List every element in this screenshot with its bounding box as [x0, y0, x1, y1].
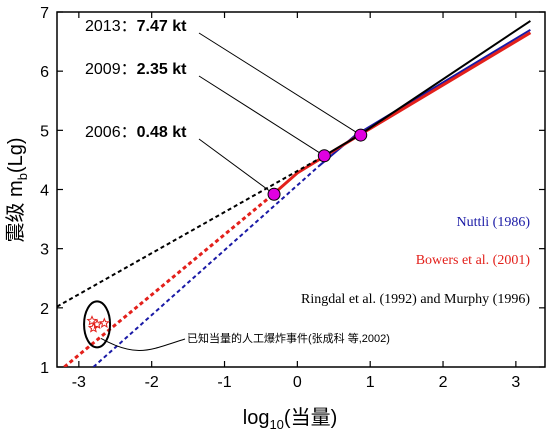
legend-entry: Ringdal et al. (1992) and Murphy (1996)	[301, 292, 530, 307]
event-year: 2013	[85, 18, 121, 35]
event-marker	[354, 128, 368, 142]
x-tick-label: -2	[145, 374, 159, 391]
series-line-dashed	[57, 157, 320, 308]
event-year: 2009	[85, 61, 121, 78]
event-label: 2013：7.47 kt	[85, 18, 187, 35]
event-label: 2009：2.35 kt	[85, 61, 187, 78]
event-leader-line	[198, 138, 275, 195]
event-marker	[267, 187, 281, 201]
x-tick-label: 2	[439, 374, 448, 391]
event-yield: 2.35 kt	[137, 61, 187, 78]
y-tick-label: 2	[40, 301, 49, 318]
event-label: 2006：0.48 kt	[85, 124, 187, 141]
legend-entry: Nuttli (1986)	[457, 215, 531, 230]
event-yield: 7.47 kt	[137, 18, 187, 35]
axes: -3 -2 -1 0 1 2 3 1 2 3 4 5 6 7	[40, 5, 545, 391]
known-event-star	[98, 317, 110, 328]
series-line-dashed	[63, 194, 273, 367]
y-tick-label: 1	[40, 360, 49, 377]
y-axis-label-tail: (Lg)	[5, 137, 27, 173]
event-marker	[317, 149, 331, 163]
event-separator: ：	[121, 124, 137, 141]
x-tick-label: 1	[366, 374, 375, 391]
y-tick-label: 7	[40, 5, 49, 22]
legend-entry: Bowers et al. (2001)	[416, 253, 531, 268]
x-axis-label: log10(当量)	[243, 406, 338, 432]
x-axis-label-subscript: 10	[269, 417, 283, 432]
y-tick-label: 3	[40, 242, 49, 259]
series-line-dashed	[92, 165, 320, 367]
event-year: 2006	[85, 124, 121, 141]
known-events-pointer	[100, 337, 186, 351]
y-axis-label-subscript: b	[15, 173, 30, 180]
event-separator: ：	[121, 61, 137, 78]
known-events-ellipse	[83, 300, 112, 349]
event-yield: 0.48 kt	[137, 124, 187, 141]
x-tick-label: 3	[511, 374, 520, 391]
x-tick-label: 0	[293, 374, 302, 391]
y-tick-label: 4	[40, 183, 49, 200]
event-leader-line	[198, 32, 361, 136]
known-events-note: 已知当量的人工爆炸事件(张成科 等,2002)	[187, 331, 390, 345]
legend: Nuttli (1986) Bowers et al. (2001) Ringdal…	[301, 215, 530, 307]
known-event-star	[87, 322, 99, 333]
y-tick-label: 6	[40, 64, 49, 81]
event-separator: ：	[121, 18, 137, 35]
y-axis-label: 震级 mb(Lg)	[4, 137, 30, 242]
y-tick-label: 5	[40, 123, 49, 140]
x-tick-label: -1	[217, 374, 231, 391]
x-tick-label: -3	[72, 374, 86, 391]
event-leader-line	[198, 75, 325, 157]
x-axis-label-tail: (当量)	[284, 406, 337, 429]
